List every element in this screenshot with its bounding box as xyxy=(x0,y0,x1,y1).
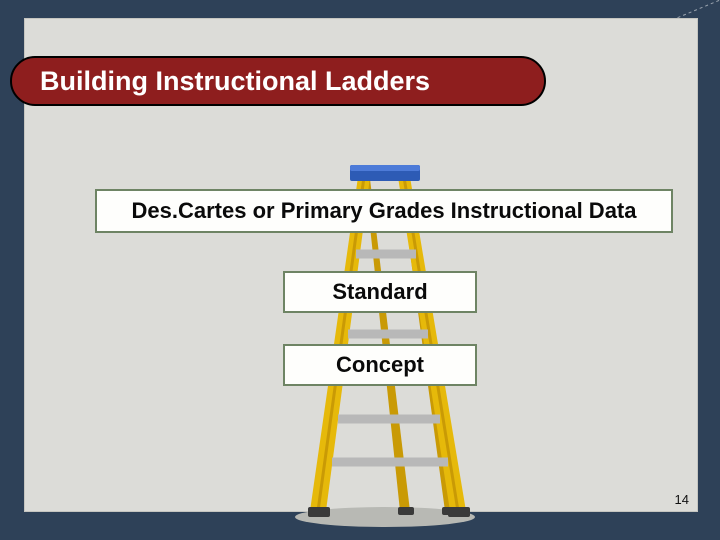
slide-title-bar: Building Instructional Ladders xyxy=(10,56,546,106)
label-top-text: Des.Cartes or Primary Grades Instruction… xyxy=(132,198,637,224)
label-bottom-text: Concept xyxy=(336,352,424,378)
label-middle-text: Standard xyxy=(332,279,427,305)
slide-number: 14 xyxy=(675,492,689,507)
label-box-bottom: Concept xyxy=(283,344,477,386)
slide-title-text: Building Instructional Ladders xyxy=(40,66,430,97)
slide: Des.Cartes or Primary Grades Instruction… xyxy=(0,0,720,540)
label-box-middle: Standard xyxy=(283,271,477,313)
label-box-top: Des.Cartes or Primary Grades Instruction… xyxy=(95,189,673,233)
